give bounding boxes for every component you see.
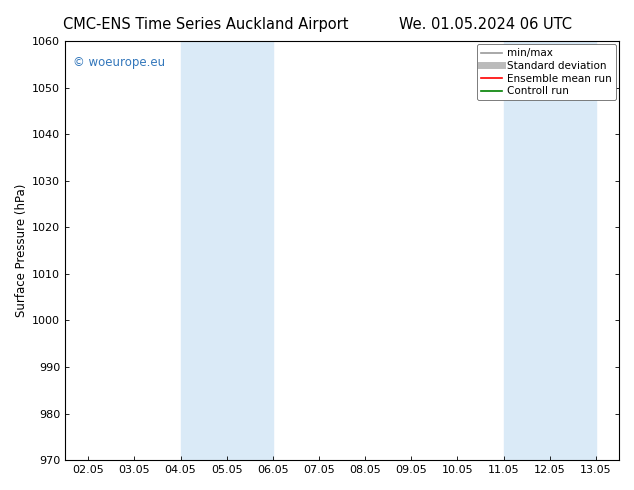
Text: We. 01.05.2024 06 UTC: We. 01.05.2024 06 UTC — [399, 17, 573, 32]
Bar — [503, 41, 596, 460]
Legend: min/max, Standard deviation, Ensemble mean run, Controll run: min/max, Standard deviation, Ensemble me… — [477, 44, 616, 100]
Text: CMC-ENS Time Series Auckland Airport: CMC-ENS Time Series Auckland Airport — [63, 17, 349, 32]
Y-axis label: Surface Pressure (hPa): Surface Pressure (hPa) — [15, 184, 28, 318]
Bar — [181, 41, 273, 460]
Text: © woeurope.eu: © woeurope.eu — [74, 56, 165, 69]
